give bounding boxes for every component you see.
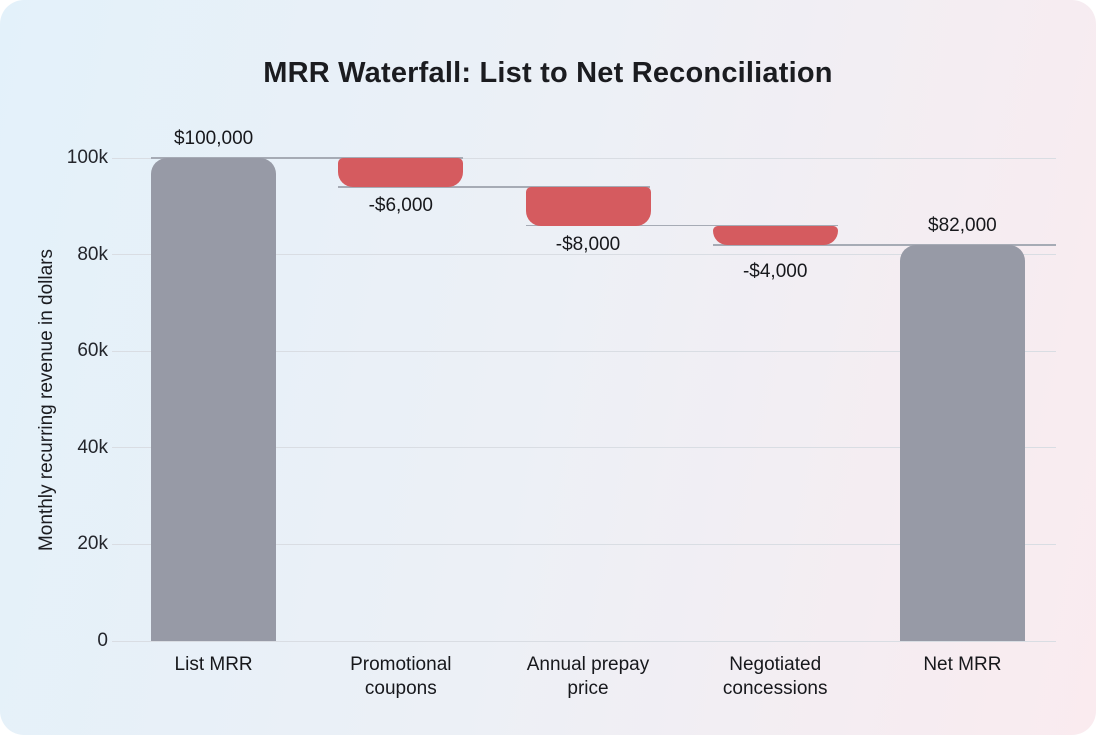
value-label-negotiated-concessions: -$4,000: [742, 260, 808, 282]
connector-line: [712, 244, 1056, 246]
value-label-promotional-coupons: -$6,000: [368, 194, 434, 216]
x-category-net-mrr: Net MRR: [923, 654, 1002, 675]
bar-negotiated-concessions[interactable]: [712, 225, 838, 245]
gridline: [112, 350, 1056, 352]
chart-title: MRR Waterfall: List to Net Reconciliatio…: [263, 57, 833, 89]
connector-line: [151, 157, 464, 159]
y-tick-label: 20k: [77, 533, 108, 555]
bar-list-mrr[interactable]: [151, 158, 277, 641]
x-category-promotional-coupons: Promotional coupons: [350, 654, 452, 699]
connector-line: [525, 224, 838, 227]
gridline: [112, 157, 1056, 159]
gridline: [112, 254, 1056, 256]
y-tick-label: 60k: [77, 340, 108, 362]
x-category-annual-prepay-price: Annual prepay price: [526, 654, 650, 699]
gridline: [112, 543, 1056, 545]
x-category-negotiated-concessions: Negotiated concessions: [722, 654, 828, 699]
y-tick-label: 40k: [77, 436, 108, 458]
bar-annual-prepay-price[interactable]: [525, 186, 651, 226]
y-tick-label: 100k: [66, 147, 108, 168]
value-label-annual-prepay-price: -$8,000: [555, 233, 621, 255]
gridline: [112, 640, 1056, 642]
value-label-net-mrr: $82,000: [928, 214, 997, 236]
x-category-list-mrr: List MRR: [174, 654, 253, 675]
gridline: [112, 447, 1056, 449]
y-tick-label: 80k: [77, 243, 108, 265]
y-axis-title: Monthly recurring revenue in dollars: [36, 248, 57, 552]
y-tick-label: 0: [97, 630, 108, 651]
bar-net-mrr[interactable]: [899, 244, 1025, 641]
bar-promotional-coupons[interactable]: [338, 158, 464, 187]
connector-line: [338, 186, 651, 188]
value-label-list-mrr: $100,000: [173, 128, 254, 149]
